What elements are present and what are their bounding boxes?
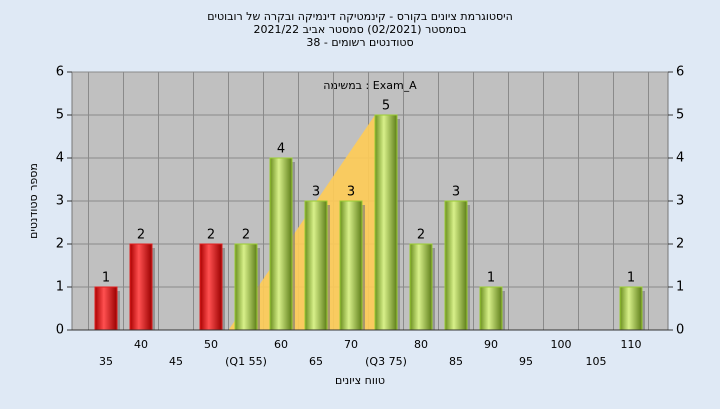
value-label: 1: [487, 271, 495, 286]
y2-tick-label: 5: [676, 108, 684, 123]
chart-subtitle: סטודנטים רשומים - 38: [306, 36, 413, 49]
value-label: 4: [277, 142, 285, 157]
value-label: 3: [312, 185, 320, 200]
y-tick-label: 3: [56, 194, 64, 209]
value-label: 2: [242, 228, 250, 243]
y2-tick-label: 4: [676, 151, 684, 166]
y2-tick-label: 6: [676, 65, 684, 80]
value-label: 2: [417, 228, 425, 243]
chart-title: היסטוגרמת ציונים בקורס - קינמטיקה דינמיק…: [207, 10, 513, 23]
bar: [269, 157, 293, 331]
value-label: 2: [207, 228, 215, 243]
x-tick-label: 70: [344, 338, 358, 351]
x-tick-label: 50: [204, 338, 218, 351]
x-tick-label: 60: [274, 338, 288, 351]
y-tick-label: 4: [56, 151, 64, 166]
x-tick-label: (Q1 55): [225, 355, 267, 368]
x-tick-label: (Q3 75): [365, 355, 407, 368]
x-axis-label: טווח ציונים: [335, 374, 385, 387]
bar: [199, 243, 223, 331]
bar: [619, 286, 643, 331]
y2-tick-label: 2: [676, 237, 684, 252]
y2-tick-label: 0: [676, 323, 684, 338]
y-tick-label: 1: [56, 280, 64, 295]
x-tick-label: 105: [586, 355, 607, 368]
value-label: 3: [347, 185, 355, 200]
y-tick-label: 5: [56, 108, 64, 123]
x-tick-label: 80: [414, 338, 428, 351]
x-tick-label: 40: [134, 338, 148, 351]
bar: [304, 200, 328, 331]
bar: [374, 114, 398, 331]
x-tick-label: 110: [621, 338, 642, 351]
value-label: 5: [382, 99, 390, 114]
bar: [339, 200, 363, 331]
quartile-area: [228, 115, 375, 330]
x-tick-label: 65: [309, 355, 323, 368]
value-label: 1: [627, 271, 635, 286]
x-tick-label: 85: [449, 355, 463, 368]
value-label: 3: [452, 185, 460, 200]
x-tick-label: 90: [484, 338, 498, 351]
bar: [479, 286, 503, 331]
annotation: במשימה : Exam_A: [323, 79, 417, 92]
bar: [94, 286, 118, 331]
bar: [444, 200, 468, 331]
y-axis-label: מספר סטודנטים: [27, 163, 40, 239]
y-tick-label: 6: [56, 65, 64, 80]
x-tick-label: 95: [519, 355, 533, 368]
y-tick-label: 0: [56, 323, 64, 338]
y2-tick-label: 3: [676, 194, 684, 209]
value-label: 2: [137, 228, 145, 243]
x-tick-label: 45: [169, 355, 183, 368]
bar: [234, 243, 258, 331]
y-tick-label: 2: [56, 237, 64, 252]
value-label: 1: [102, 271, 110, 286]
x-tick-label: 100: [551, 338, 572, 351]
y2-tick-label: 1: [676, 280, 684, 295]
x-tick-label: 35: [99, 355, 113, 368]
bar: [129, 243, 153, 331]
chart-subtitle: בסמסטר (02/2021) סמסטר אביב 2021/22: [253, 23, 466, 36]
bar: [409, 243, 433, 331]
